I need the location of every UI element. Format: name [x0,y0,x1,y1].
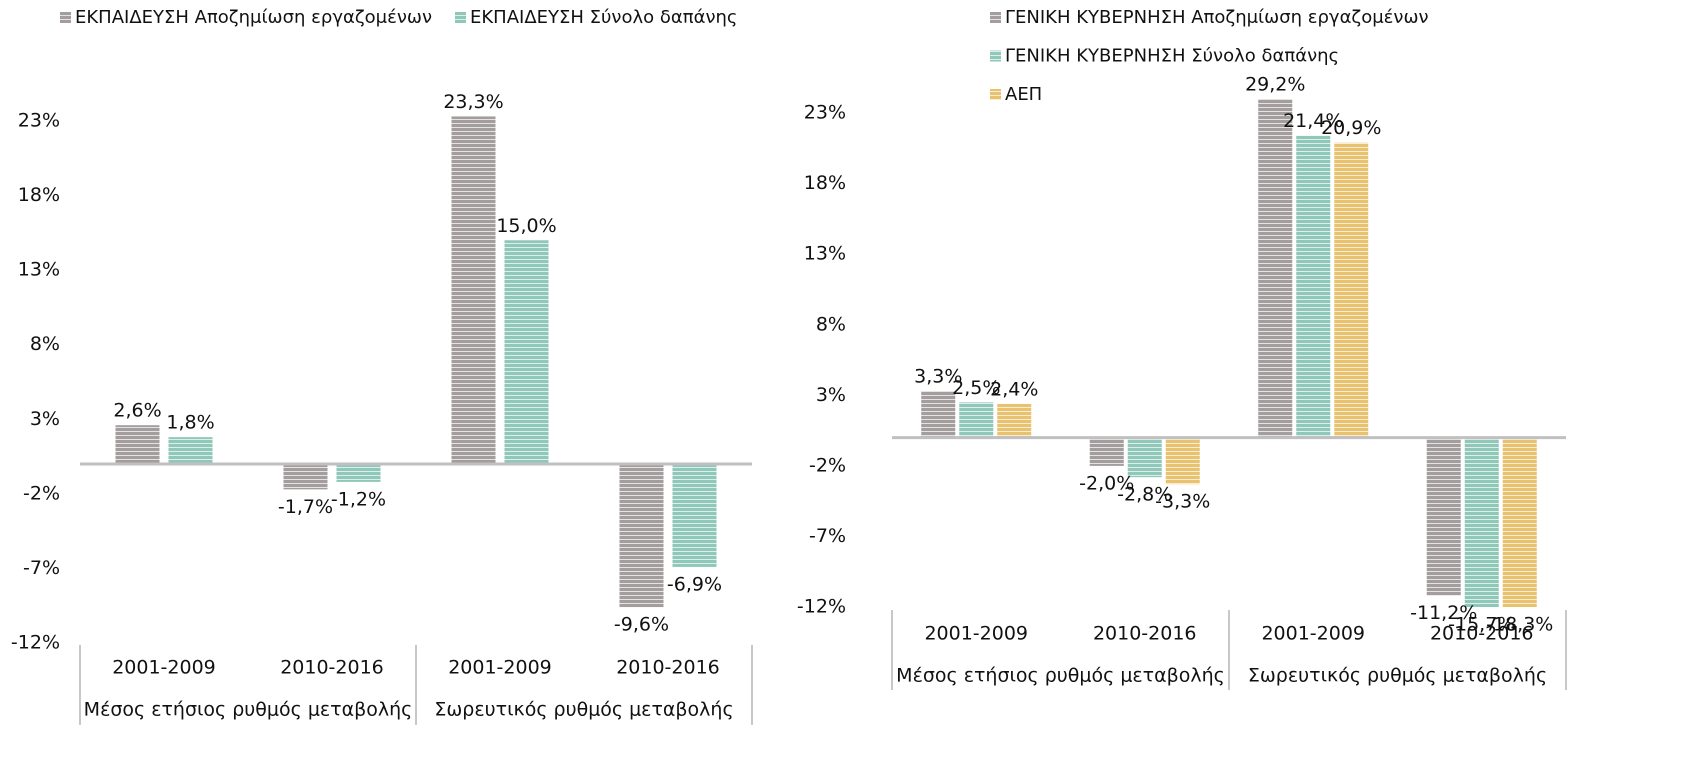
y-tick-label: -2% [809,454,846,476]
bar [921,391,956,438]
data-label: 2,4% [990,378,1038,400]
y-tick-label: 8% [816,313,846,335]
group-label: Σωρευτικός ρυθμός μεταβολής [1248,665,1547,687]
x-tick-label: 2010-2016 [1430,623,1534,645]
bar [1165,437,1200,485]
y-tick-label: -12% [11,632,60,654]
data-label: 20,9% [1321,117,1381,139]
bar [959,402,994,438]
y-tick-label: 13% [804,243,846,265]
x-tick-label: 2001-2009 [1261,623,1365,645]
bar [1502,437,1537,607]
data-label: -15,7% [1448,614,1515,636]
legend-label: ΕΚΠΑΙΔΕΥΣΗ Αποζημίωση εργαζομένων [75,7,432,28]
data-label: 2,5% [952,377,1000,399]
x-tick-label: 2001-2009 [924,623,1028,645]
bar [1426,437,1461,596]
y-tick-label: -7% [809,525,846,547]
x-tick-label: 2010-2016 [616,657,720,679]
x-tick-label: 2001-2009 [448,657,552,679]
bar [451,116,496,465]
bar [115,425,160,464]
y-tick-label: 3% [816,384,846,406]
y-tick-label: 3% [30,408,60,430]
data-label: -9,6% [614,614,669,636]
y-tick-label: 18% [18,184,60,206]
data-label: -3,3% [1155,491,1210,513]
legend-swatch [990,50,1001,62]
bar [168,437,213,464]
bar [1258,99,1293,438]
y-tick-label: 13% [18,259,60,281]
x-tick-label: 2010-2016 [280,657,384,679]
data-label: 3,3% [914,366,962,388]
legend-label: ΑΕΠ [1005,84,1042,105]
bar [1127,437,1162,478]
bar [283,464,328,490]
legend-swatch [990,12,1001,23]
bar [672,464,717,567]
data-label: -11,2% [1410,602,1477,624]
y-tick-label: -2% [23,482,60,504]
y-tick-label: 18% [804,172,846,194]
bar [1296,135,1331,438]
bar [1464,437,1499,607]
bar [997,403,1032,438]
data-label: -2,8% [1117,484,1172,506]
y-tick-label: 8% [30,333,60,355]
legend-label: ΕΚΠΑΙΔΕΥΣΗ Σύνολο δαπάνης [470,7,738,28]
legend-swatch [990,89,1001,100]
legend-swatch [60,12,71,23]
y-tick-label: -12% [797,596,846,618]
y-tick-label: -7% [23,557,60,579]
y-tick-label: 23% [804,102,846,124]
bar [619,464,664,608]
data-label: 21,4% [1283,110,1343,132]
bar [1334,142,1369,438]
data-label: -2,0% [1079,472,1134,494]
data-label: 29,2% [1245,74,1305,96]
legend-swatch [455,12,466,23]
data-label: 15,0% [496,215,556,237]
data-label: -6,9% [667,573,722,595]
x-tick-label: 2010-2016 [1093,623,1197,645]
data-label: 1,8% [166,412,214,434]
data-label: -18,3% [1486,614,1553,636]
data-label: 2,6% [113,400,161,422]
bars [921,99,1537,607]
x-tick-label: 2001-2009 [112,657,216,679]
data-label: -1,7% [278,496,333,518]
data-label: 23,3% [443,91,503,113]
legend-label: ΓΕΝΙΚΗ ΚΥΒΕΡΝΗΣΗ Σύνολο δαπάνης [1005,46,1339,67]
group-label: Μέσος ετήσιος ρυθμός μεταβολής [896,665,1225,687]
data-label: -1,2% [331,488,386,510]
bar [504,240,549,464]
y-tick-label: 23% [18,109,60,131]
bars [115,116,717,608]
bar [1089,437,1124,466]
legend-label: ΓΕΝΙΚΗ ΚΥΒΕΡΝΗΣΗ Αποζημίωση εργαζομένων [1005,7,1429,28]
group-label: Σωρευτικός ρυθμός μεταβολής [434,699,733,721]
bar [336,464,381,482]
group-label: Μέσος ετήσιος ρυθμός μεταβολής [84,699,413,721]
